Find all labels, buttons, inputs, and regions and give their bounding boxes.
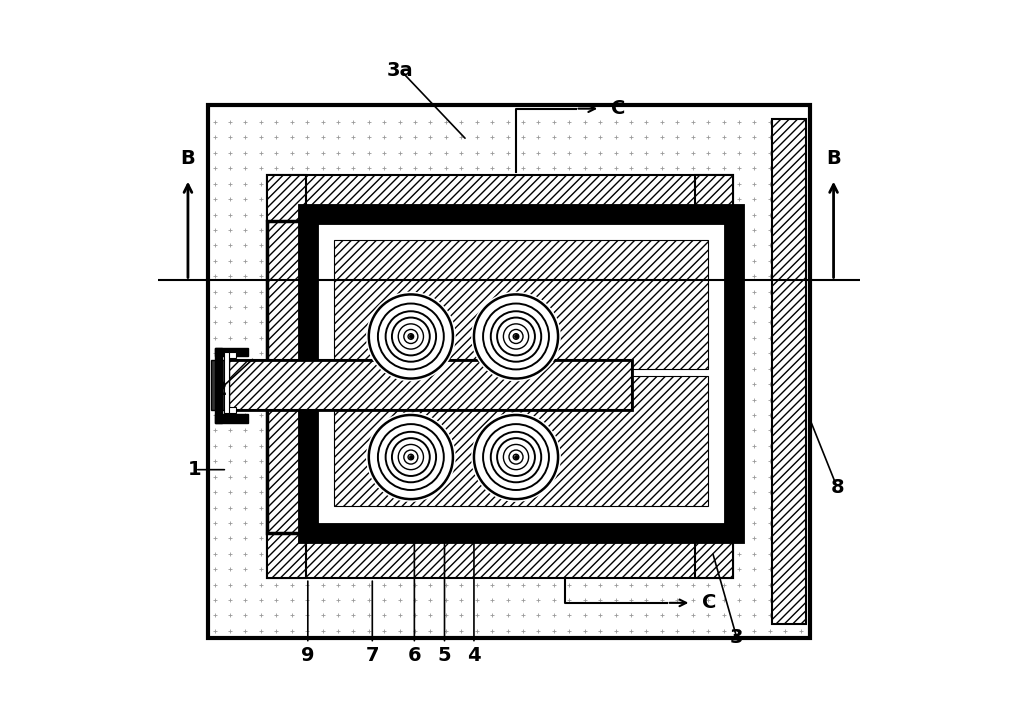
Bar: [334, 240, 709, 369]
Text: C: C: [701, 593, 716, 613]
Text: C: C: [611, 99, 625, 118]
Bar: [267, 533, 733, 578]
Bar: [224, 352, 236, 358]
Bar: [215, 348, 222, 423]
Bar: [215, 348, 248, 356]
Text: 2: 2: [214, 379, 227, 399]
Text: 1: 1: [188, 460, 202, 479]
Circle shape: [366, 292, 456, 381]
Bar: [772, 119, 805, 624]
Circle shape: [471, 292, 561, 381]
Bar: [225, 360, 632, 410]
Bar: [267, 175, 305, 578]
Text: B: B: [827, 149, 841, 168]
Text: 6: 6: [407, 646, 421, 665]
Bar: [224, 352, 229, 413]
Text: B: B: [180, 149, 195, 168]
Bar: [267, 175, 733, 221]
Bar: [211, 360, 229, 410]
Bar: [334, 376, 709, 506]
Text: 5: 5: [438, 646, 451, 665]
Bar: [307, 214, 734, 223]
Bar: [225, 360, 632, 410]
Text: 3: 3: [730, 628, 743, 648]
Circle shape: [471, 412, 561, 502]
Bar: [307, 524, 734, 533]
Bar: [307, 214, 734, 533]
Bar: [224, 407, 236, 413]
Text: 9: 9: [301, 646, 315, 665]
Text: 3a: 3a: [387, 60, 413, 80]
Bar: [208, 105, 810, 638]
Text: 7: 7: [365, 646, 379, 665]
Circle shape: [366, 412, 456, 502]
Text: 8: 8: [831, 477, 844, 497]
Bar: [307, 214, 734, 533]
Bar: [267, 221, 733, 533]
Bar: [694, 175, 733, 578]
Bar: [215, 414, 248, 423]
Text: 4: 4: [467, 646, 480, 665]
